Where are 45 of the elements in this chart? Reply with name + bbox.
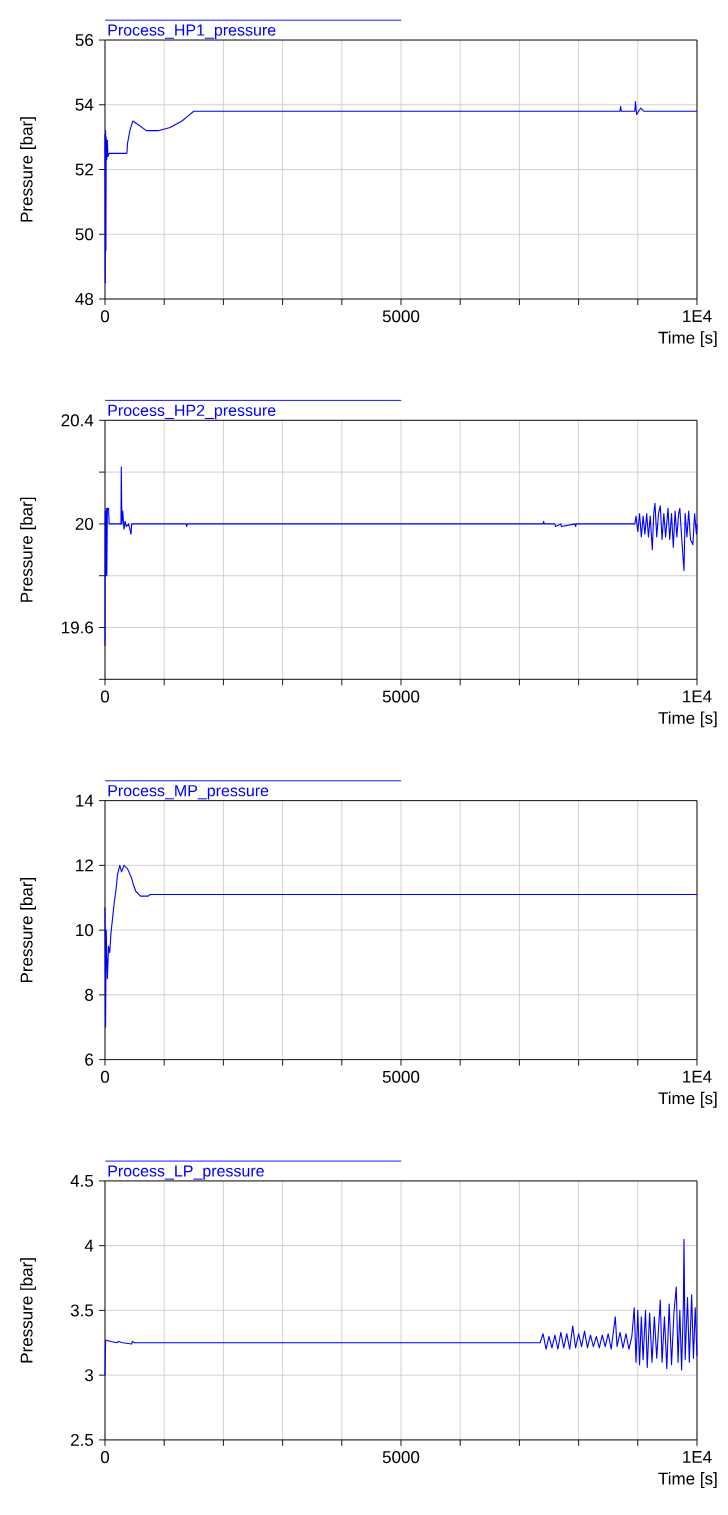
x-axis-title: Time [s] [658, 1472, 717, 1488]
y-tick-label: 50 [75, 228, 94, 241]
x-tick-label: 1E4 [683, 690, 712, 703]
y-tick-label: 8 [85, 988, 94, 1001]
x-tick-label: 1E4 [683, 1451, 712, 1463]
y-tick-label: 52 [75, 163, 93, 176]
text: Process_HP1_pressure [108, 24, 276, 39]
x-tick-label: 5000 [382, 1451, 420, 1464]
y-axis-title: Pressure [bar] [20, 497, 36, 602]
text: Process_MP_pressure [108, 785, 269, 800]
y-tick-label: 4.5 [70, 1174, 94, 1187]
x-tick-label: 0 [100, 1070, 110, 1083]
y-tick-label: 10 [76, 924, 94, 937]
x-tick-label: 5000 [382, 1070, 420, 1083]
x-tick-label: 0 [100, 690, 110, 703]
y-tick-label: 56 [75, 34, 94, 47]
y-tick-label: 3.5 [70, 1304, 94, 1317]
y-axis-title: Pressure [bar] [20, 877, 36, 983]
y-tick-label: 20 [75, 517, 94, 530]
text: Process_HP2_pressure [108, 404, 276, 420]
x-tick-label: 1E4 [683, 1070, 712, 1083]
y-tick-label: 4 [84, 1239, 94, 1252]
y-tick-label: 54 [75, 98, 94, 111]
x-axis-title: Time [s] [658, 331, 717, 348]
y-tick-label: 19.6 [62, 621, 94, 634]
text: Process_LP_pressure [108, 1165, 264, 1180]
line-series [104, 1238, 698, 1376]
y-tick-label: 3 [84, 1369, 94, 1382]
y-tick-label: 2.5 [71, 1433, 94, 1446]
x-tick-label: 0 [100, 1451, 110, 1464]
y-axis-title: Pressure [bar] [20, 117, 36, 222]
y-axis-title: Pressure [bar] [20, 1258, 36, 1363]
x-tick-label: 0 [100, 310, 110, 323]
y-tick-label: 12 [76, 859, 93, 872]
line-series [104, 864, 698, 1028]
y-tick-label: 20.4 [61, 414, 94, 427]
x-axis-title: Time [s] [658, 711, 717, 728]
x-tick-label: 5000 [382, 310, 420, 323]
line-series [104, 100, 698, 284]
x-tick-label: 1E4 [683, 310, 712, 322]
x-tick-label: 5000 [382, 690, 420, 703]
y-tick-label: 14 [76, 794, 94, 807]
y-tick-label: 48 [75, 292, 94, 306]
x-axis-title: Time [s] [658, 1091, 717, 1108]
y-tick-label: 6 [85, 1053, 94, 1066]
